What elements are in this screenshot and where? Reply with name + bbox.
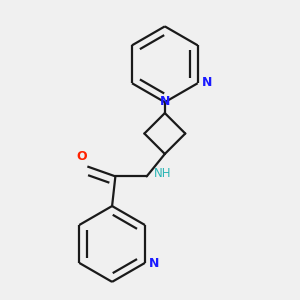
Text: N: N	[149, 257, 159, 270]
Text: N: N	[202, 76, 212, 89]
Text: N: N	[160, 95, 170, 109]
Text: NH: NH	[154, 167, 172, 180]
Text: O: O	[76, 150, 87, 163]
